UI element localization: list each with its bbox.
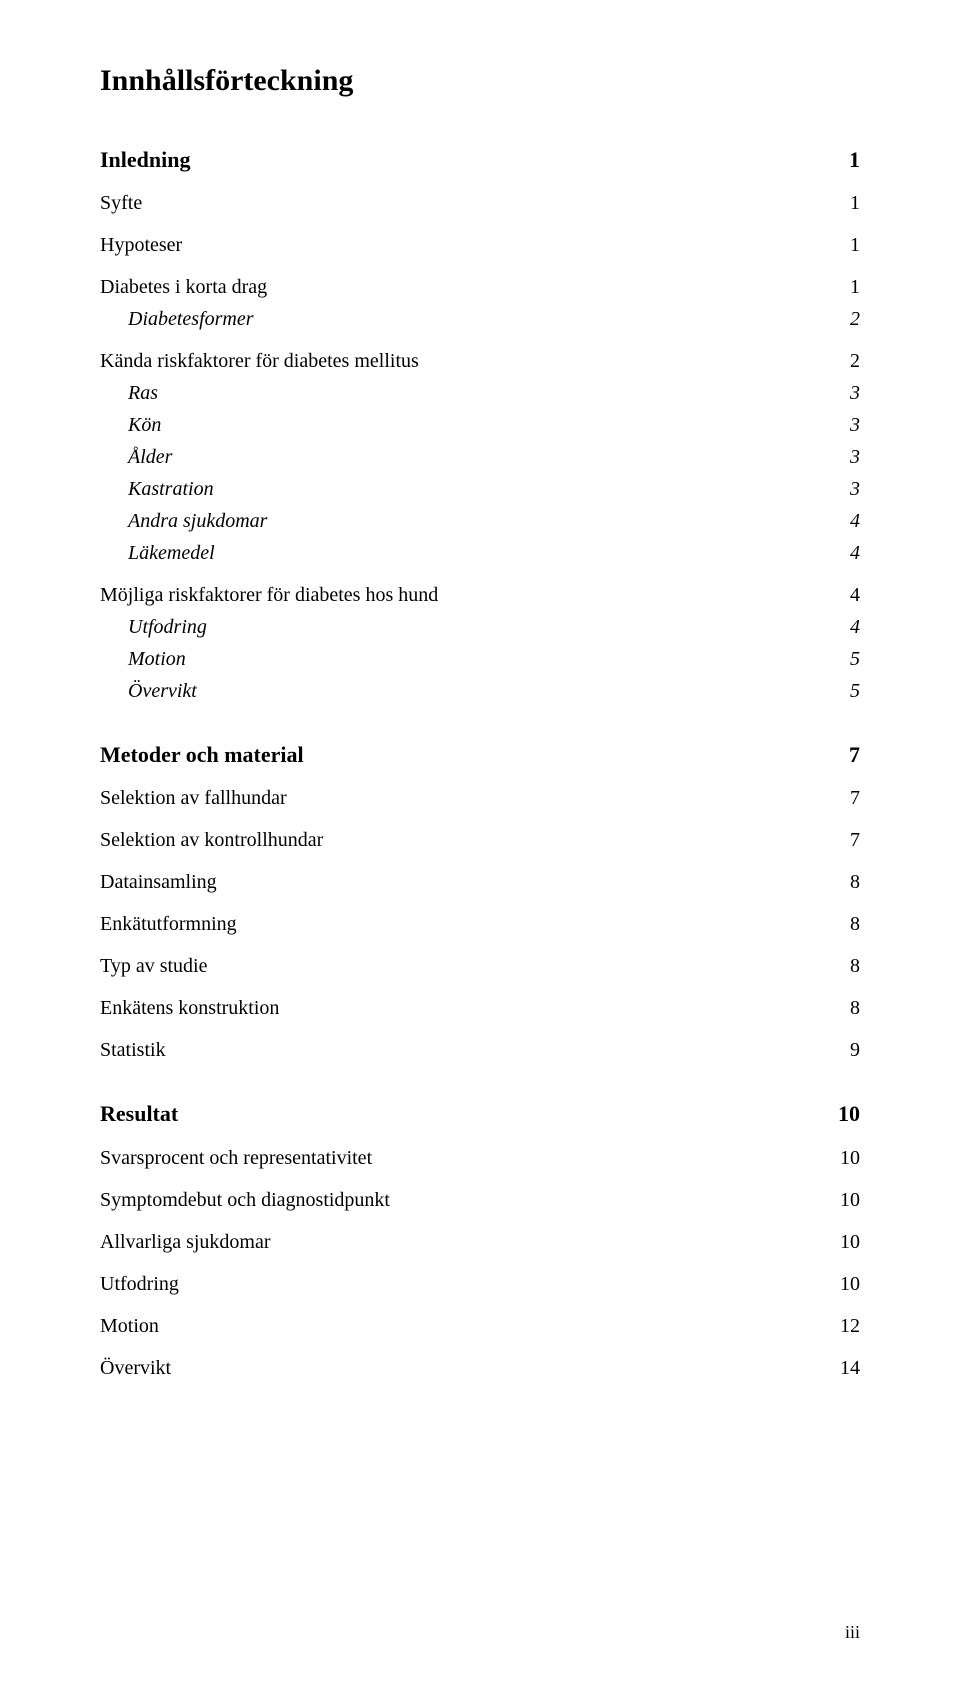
toc-page: 8 (826, 950, 860, 982)
toc-page: 7 (826, 824, 860, 856)
toc-row-utfodring1: Utfodring 4 (100, 611, 860, 643)
toc-label: Diabetes i korta drag (100, 271, 826, 303)
toc-page: 10 (816, 1184, 860, 1216)
toc-page: 10 (816, 1226, 860, 1258)
toc-row-mojliga-riskfaktorer: Möjliga riskfaktorer för diabetes hos hu… (100, 579, 860, 611)
toc-page: 3 (826, 441, 860, 473)
toc-label: Enkätutformning (100, 908, 826, 940)
toc-row-statistik: Statistik 9 (100, 1034, 860, 1066)
toc-row-motion1: Motion 5 (100, 643, 860, 675)
toc-title: Innhållsförteckning (100, 64, 860, 98)
toc-row-selektion-kontroll: Selektion av kontrollhundar 7 (100, 824, 860, 856)
toc-label: Ras (100, 377, 826, 409)
toc-label: Selektion av fallhundar (100, 782, 826, 814)
toc-page: 4 (826, 579, 860, 611)
toc-row-kon: Kön 3 (100, 409, 860, 441)
toc-row-enkatutformning: Enkätutformning 8 (100, 908, 860, 940)
toc-label: Typ av studie (100, 950, 826, 982)
toc-row-lakemedel: Läkemedel 4 (100, 537, 860, 569)
toc-row-kanda-riskfaktorer: Kända riskfaktorer för diabetes mellitus… (100, 345, 860, 377)
toc-page: 1 (826, 229, 860, 261)
toc-page: 1 (826, 271, 860, 303)
toc-row-diabetes-korta: Diabetes i korta drag 1 (100, 271, 860, 303)
toc-label: Utfodring (100, 611, 826, 643)
toc-row-alder: Ålder 3 (100, 441, 860, 473)
toc-label: Hypoteser (100, 229, 826, 261)
toc-row-selektion-fall: Selektion av fallhundar 7 (100, 782, 860, 814)
toc-page: 3 (826, 409, 860, 441)
toc-row-metoder: Metoder och material 7 (100, 737, 860, 772)
toc-label: Svarsprocent och representativitet (100, 1142, 816, 1174)
toc-page: 7 (825, 737, 860, 772)
toc-page: 3 (826, 473, 860, 505)
toc-label: Ålder (100, 441, 826, 473)
toc-page: 14 (816, 1352, 860, 1384)
toc-label: Utfodring (100, 1268, 816, 1300)
toc-page: 10 (814, 1096, 860, 1131)
toc-page: 2 (826, 303, 860, 335)
toc-page: 1 (825, 142, 860, 177)
toc-label: Allvarliga sjukdomar (100, 1226, 816, 1258)
toc-label: Kastration (100, 473, 826, 505)
toc-page: 3 (826, 377, 860, 409)
toc-label: Resultat (100, 1096, 814, 1131)
page-number: iii (845, 1622, 860, 1643)
toc-row-kastration: Kastration 3 (100, 473, 860, 505)
toc-label: Diabetesformer (100, 303, 826, 335)
toc-label: Datainsamling (100, 866, 826, 898)
toc-row-inledning: Inledning 1 (100, 142, 860, 177)
toc-row-typ-av-studie: Typ av studie 8 (100, 950, 860, 982)
toc-label: Syfte (100, 187, 826, 219)
toc-row-svarsprocent: Svarsprocent och representativitet 10 (100, 1142, 860, 1174)
toc-row-hypoteser: Hypoteser 1 (100, 229, 860, 261)
toc-page: 12 (816, 1310, 860, 1342)
toc-label: Statistik (100, 1034, 826, 1066)
toc-page: 1 (826, 187, 860, 219)
page: Innhållsförteckning Inledning 1 Syfte 1 … (0, 0, 960, 1691)
toc-page: 4 (826, 611, 860, 643)
toc-row-symptomdebut: Symptomdebut och diagnostidpunkt 10 (100, 1184, 860, 1216)
toc-page: 5 (826, 643, 860, 675)
toc-page: 8 (826, 908, 860, 940)
toc-label: Andra sjukdomar (100, 505, 826, 537)
toc-page: 4 (826, 537, 860, 569)
toc-row-motion2: Motion 12 (100, 1310, 860, 1342)
toc-row-overvikt1: Övervikt 5 (100, 675, 860, 707)
toc-label: Enkätens konstruktion (100, 992, 826, 1024)
toc-row-overvikt2: Övervikt 14 (100, 1352, 860, 1384)
toc-label: Möjliga riskfaktorer för diabetes hos hu… (100, 579, 826, 611)
toc-label: Inledning (100, 142, 825, 177)
toc-label: Övervikt (100, 675, 826, 707)
toc-row-diabetesformer: Diabetesformer 2 (100, 303, 860, 335)
toc-label: Motion (100, 1310, 816, 1342)
toc-label: Övervikt (100, 1352, 816, 1384)
toc-page: 8 (826, 992, 860, 1024)
toc-page: 10 (816, 1268, 860, 1300)
toc-row-allvarliga: Allvarliga sjukdomar 10 (100, 1226, 860, 1258)
toc-page: 4 (826, 505, 860, 537)
toc-row-resultat: Resultat 10 (100, 1096, 860, 1131)
toc-row-utfodring2: Utfodring 10 (100, 1268, 860, 1300)
toc-page: 5 (826, 675, 860, 707)
toc-page: 8 (826, 866, 860, 898)
toc-label: Symptomdebut och diagnostidpunkt (100, 1184, 816, 1216)
toc-page: 7 (826, 782, 860, 814)
toc-label: Metoder och material (100, 737, 825, 772)
toc-label: Kända riskfaktorer för diabetes mellitus (100, 345, 826, 377)
toc-label: Selektion av kontrollhundar (100, 824, 826, 856)
toc-label: Kön (100, 409, 826, 441)
toc-row-andra-sjukdomar: Andra sjukdomar 4 (100, 505, 860, 537)
toc-row-syfte: Syfte 1 (100, 187, 860, 219)
toc-row-ras: Ras 3 (100, 377, 860, 409)
toc-page: 2 (826, 345, 860, 377)
toc-label: Motion (100, 643, 826, 675)
toc-label: Läkemedel (100, 537, 826, 569)
toc-row-enkatens-konstruktion: Enkätens konstruktion 8 (100, 992, 860, 1024)
toc-page: 10 (816, 1142, 860, 1174)
toc-row-datainsamling: Datainsamling 8 (100, 866, 860, 898)
toc-page: 9 (826, 1034, 860, 1066)
